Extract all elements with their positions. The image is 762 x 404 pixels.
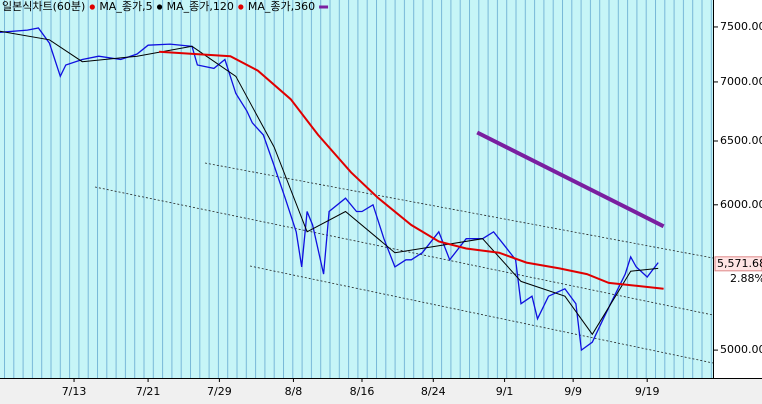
axis-background — [713, 0, 762, 378]
legend-label: MA_종가,120 — [167, 0, 234, 13]
x-tick-label: 9/19 — [635, 385, 660, 398]
x-tick-label: 9/9 — [564, 385, 582, 398]
change-label: 2.88% — [730, 272, 762, 285]
channel-line — [249, 265, 714, 364]
y-tick-label: 5000.00 — [720, 343, 762, 356]
legend-marker — [156, 4, 163, 10]
x-tick-label: 9/1 — [496, 385, 514, 398]
x-tick-label: 7/13 — [62, 385, 87, 398]
series-line — [0, 27, 659, 352]
y-tick-label: 6500.00 — [720, 134, 762, 147]
series-line — [0, 30, 659, 336]
plot-background — [0, 0, 713, 378]
legend-label: 일본식차트(60분) — [2, 0, 85, 13]
y-tick-label: 7500.00 — [720, 20, 762, 33]
legend-marker — [319, 5, 329, 9]
y-tick-label: 6000.00 — [720, 198, 762, 211]
x-tick-label: 7/21 — [136, 385, 161, 398]
trend-channel — [94, 162, 714, 364]
x-tick-label: 8/24 — [421, 385, 446, 398]
date-strip — [0, 378, 762, 404]
series-line — [159, 50, 664, 290]
legend: 일본식차트(60분) MA_종가,5 MA_종가,120 MA_종가,360 — [2, 0, 329, 13]
x-tick-label: 7/29 — [207, 385, 232, 398]
x-tick-label: 8/8 — [285, 385, 303, 398]
price-tag-label: 5,571.68 — [717, 257, 762, 270]
channel-line — [94, 186, 714, 316]
legend-label: MA_종가,360 — [248, 0, 315, 13]
x-tick-label: 8/16 — [350, 385, 375, 398]
legend-marker — [89, 4, 95, 10]
y-tick-label: 7000.00 — [720, 75, 762, 88]
price-tag — [714, 256, 762, 272]
legend-marker — [238, 4, 244, 10]
series-line — [476, 130, 665, 229]
legend-label: MA_종가,5 — [99, 0, 152, 13]
